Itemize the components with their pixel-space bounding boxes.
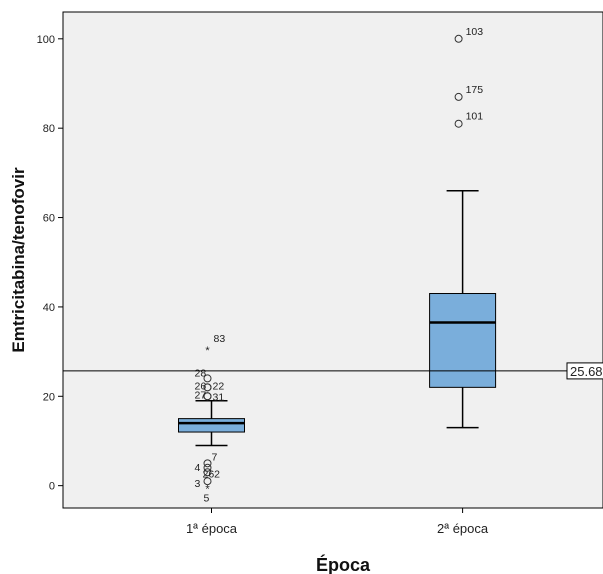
outlier: *5 <box>204 484 211 505</box>
outlier-label: 7 <box>212 451 218 463</box>
outlier-label: 22 <box>213 380 225 392</box>
outlier: 7 <box>203 451 218 468</box>
box <box>178 418 245 433</box>
y-tick-label: 100 <box>37 34 55 46</box>
outlier: 3 <box>195 477 212 490</box>
x-tick-label: 1ª época <box>186 521 238 536</box>
outlier: 103 <box>454 26 484 43</box>
outlier: 4 <box>195 462 212 474</box>
outlier-label: 5 <box>204 493 210 505</box>
outlier-label: 83 <box>214 333 226 345</box>
reference-line-label-box <box>566 362 603 380</box>
outlier: * 83 <box>205 333 225 357</box>
box-group: 103 175 101 <box>429 26 497 429</box>
reference-line-label: 25.68 <box>570 364 603 379</box>
y-tick-label: 40 <box>43 302 55 314</box>
outlier-label: 28 <box>195 367 207 379</box>
y-tick-label: 20 <box>43 391 55 403</box>
outlier-marker <box>203 383 212 392</box>
outlier-label: 175 <box>466 84 484 96</box>
outlier-marker <box>203 463 212 472</box>
reference-line-group: 25.68 <box>63 362 603 380</box>
outlier-label: 3 <box>195 478 201 490</box>
outlier-extreme-marker: * <box>205 345 210 357</box>
outlier-marker <box>203 374 212 383</box>
y-axis-ticks: 0 20 40 60 80 100 <box>37 34 63 493</box>
outlier-label: 27 <box>195 389 207 401</box>
outlier-extreme-marker: * <box>205 484 210 496</box>
outlier-label: 31 <box>213 391 225 403</box>
outlier-marker <box>203 468 212 477</box>
box <box>429 293 497 388</box>
y-axis-title: Emtricitabina/tenofovir <box>9 167 28 353</box>
outlier-label: 4 <box>195 462 201 474</box>
outlier-label: 103 <box>466 26 484 38</box>
outlier-marker <box>203 392 212 401</box>
outlier: 101 <box>454 111 484 128</box>
outlier-label: 101 <box>466 111 484 123</box>
outlier: 31 <box>203 391 225 403</box>
x-axis-categories: 1ª época 2ª época <box>186 508 489 536</box>
outlier-marker <box>203 459 212 468</box>
outlier-marker <box>203 477 212 486</box>
outlier-marker <box>454 119 463 128</box>
y-tick-label: 60 <box>43 213 55 225</box>
x-axis-title: Época <box>316 554 371 574</box>
outlier-marker <box>454 92 463 101</box>
x-tick-label: 2ª época <box>437 521 489 536</box>
plot-area <box>62 11 603 509</box>
y-tick-label: 80 <box>43 123 55 135</box>
outlier: 28 <box>195 367 212 383</box>
outlier: 22 <box>203 380 225 392</box>
outlier-label: 26 <box>195 380 207 392</box>
y-tick-label: 0 <box>49 481 55 493</box>
outlier-marker <box>454 34 463 43</box>
outlier: 175 <box>454 84 484 101</box>
